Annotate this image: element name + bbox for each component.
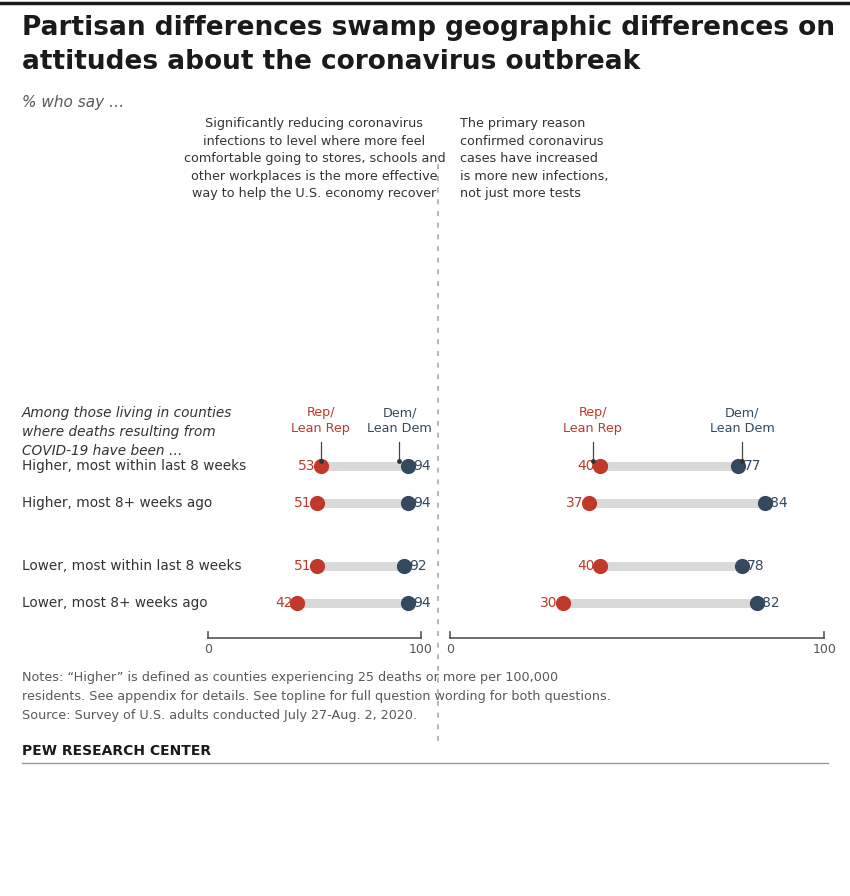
Point [314,459,327,473]
Point [401,495,415,510]
Text: Notes: “Higher” is defined as counties experiencing 25 deaths or more per 100,00: Notes: “Higher” is defined as counties e… [22,671,558,684]
Text: Rep/
Lean Rep: Rep/ Lean Rep [564,406,622,435]
Point [401,596,415,610]
Text: PEW RESEARCH CENTER: PEW RESEARCH CENTER [22,744,211,758]
Text: attitudes about the coronavirus outbreak: attitudes about the coronavirus outbreak [22,49,640,75]
Text: % who say …: % who say … [22,95,124,110]
FancyBboxPatch shape [320,461,408,470]
FancyBboxPatch shape [316,562,404,571]
Text: 42: 42 [275,596,292,610]
Text: Lower, most 8+ weeks ago: Lower, most 8+ weeks ago [22,596,207,610]
Text: Dem/
Lean Dem: Dem/ Lean Dem [710,406,774,435]
Point [401,459,415,473]
Text: 0: 0 [446,643,455,656]
Text: Significantly reducing coronavirus
infections to level where more feel
comfortab: Significantly reducing coronavirus infec… [184,117,445,200]
Point [586,454,599,469]
Point [732,459,745,473]
Text: 51: 51 [294,496,312,510]
Text: 40: 40 [578,459,595,473]
Text: residents. See appendix for details. See topline for full question wording for b: residents. See appendix for details. See… [22,690,611,703]
Text: 30: 30 [541,596,558,610]
Text: 40: 40 [578,559,595,573]
Text: Higher, most 8+ weeks ago: Higher, most 8+ weeks ago [22,496,212,510]
FancyBboxPatch shape [563,599,757,607]
Point [735,454,749,469]
Text: 100: 100 [813,643,836,656]
Text: Dem/
Lean Dem: Dem/ Lean Dem [367,406,432,435]
Text: 82: 82 [762,596,779,610]
Point [309,559,323,573]
Text: 77: 77 [744,459,761,473]
Text: 94: 94 [413,459,431,473]
Point [758,495,772,510]
FancyBboxPatch shape [316,498,408,507]
Text: Partisan differences swamp geographic differences on: Partisan differences swamp geographic di… [22,15,835,41]
Point [735,559,749,573]
Text: 37: 37 [566,496,584,510]
Point [593,459,607,473]
Text: 84: 84 [769,496,787,510]
Text: The primary reason
confirmed coronavirus
cases have increased
is more new infect: The primary reason confirmed coronavirus… [461,117,609,200]
FancyBboxPatch shape [600,562,742,571]
Text: 94: 94 [413,496,431,510]
Text: 51: 51 [294,559,312,573]
Point [309,495,323,510]
Text: Source: Survey of U.S. adults conducted July 27-Aug. 2, 2020.: Source: Survey of U.S. adults conducted … [22,709,417,722]
Text: Among those living in counties
where deaths resulting from
COVID-19 have been …: Among those living in counties where dea… [22,406,232,458]
Text: Higher, most within last 8 weeks: Higher, most within last 8 weeks [22,459,246,473]
Text: 53: 53 [298,459,316,473]
Point [593,559,607,573]
Text: 100: 100 [409,643,433,656]
Point [556,596,570,610]
Point [397,559,411,573]
FancyBboxPatch shape [600,461,739,470]
Point [751,596,764,610]
FancyBboxPatch shape [298,599,408,607]
Point [393,454,406,469]
Point [291,596,304,610]
Text: 92: 92 [409,559,427,573]
Text: 94: 94 [413,596,431,610]
Text: Lower, most within last 8 weeks: Lower, most within last 8 weeks [22,559,241,573]
Text: 0: 0 [204,643,212,656]
Text: 78: 78 [747,559,765,573]
Text: Rep/
Lean Rep: Rep/ Lean Rep [292,406,350,435]
Point [314,454,327,469]
FancyBboxPatch shape [589,498,765,507]
Point [582,495,596,510]
